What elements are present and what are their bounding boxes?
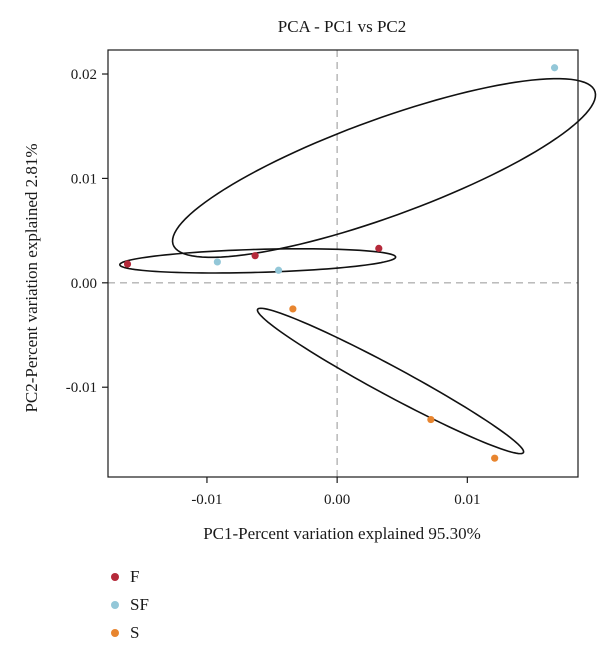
legend-marker — [111, 629, 119, 637]
point-f — [123, 260, 132, 268]
point-s — [289, 305, 297, 313]
y-axis-label: PC2-Percent variation explained 2.81% — [22, 143, 41, 412]
point-f — [251, 252, 259, 260]
y-tick-label: 0.02 — [71, 67, 97, 83]
x-axis-ticks: -0.01 0.00 0.01 — [191, 477, 480, 508]
confidence-ellipses — [118, 77, 597, 455]
legend-label: SF — [130, 595, 149, 614]
point-sf — [213, 258, 221, 266]
y-tick-label: -0.01 — [66, 380, 97, 396]
point-s — [427, 415, 435, 424]
plot-frame — [107, 49, 579, 478]
legend-marker — [111, 601, 119, 609]
point-f — [375, 244, 383, 252]
legend: F SF S — [108, 565, 308, 649]
legend-item-sf: SF — [108, 593, 308, 621]
legend-item-f: F — [108, 565, 308, 593]
ellipse-f — [118, 247, 397, 274]
point-s — [491, 454, 499, 462]
data-points — [123, 64, 559, 462]
x-tick-label: 0.01 — [454, 492, 480, 508]
legend-item-s: S — [108, 621, 308, 649]
legend-label: F — [130, 567, 140, 586]
ellipse-s — [256, 307, 525, 455]
x-tick-label: 0.00 — [324, 492, 350, 508]
point-sf — [550, 64, 559, 72]
ellipse-sf — [171, 77, 597, 259]
legend-label: S — [130, 623, 140, 642]
x-axis-label: PC1-Percent variation explained 95.30% — [203, 524, 481, 543]
y-axis-ticks: -0.01 0.00 0.01 0.02 — [66, 67, 108, 396]
legend-marker — [111, 573, 119, 581]
reference-lines — [108, 50, 578, 477]
axes: -0.01 0.00 0.01 -0.01 0.00 0.01 0.02 — [66, 49, 579, 508]
y-tick-label: 0.01 — [71, 171, 97, 187]
chart-title: PCA - PC1 vs PC2 — [278, 17, 407, 36]
point-sf — [274, 266, 283, 274]
y-tick-label: 0.00 — [71, 276, 97, 292]
x-tick-label: -0.01 — [191, 492, 222, 508]
